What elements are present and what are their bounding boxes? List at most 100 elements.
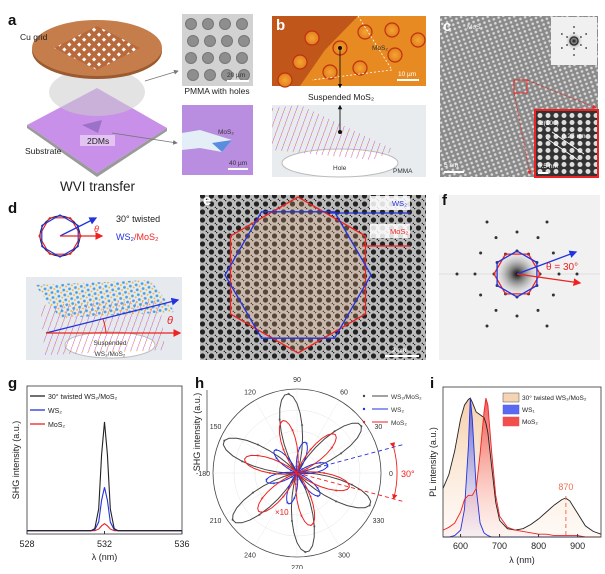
polar-data-point-1: [290, 475, 293, 478]
pmma-hole: [236, 18, 248, 30]
pmma-hole: [219, 18, 231, 30]
polar-data-point-1: [286, 501, 289, 504]
polar-data-point-2: [268, 471, 271, 475]
polar-data-point-0: [240, 460, 244, 463]
ws2-hexagon-d: [41, 214, 79, 258]
suspended-label-d: Suspended: [94, 340, 127, 347]
fft-inset-spot: [585, 33, 588, 35]
suspended-hole: [292, 54, 308, 70]
ws2-label-e: WS₂: [392, 199, 407, 208]
fft-spot: [575, 272, 579, 276]
x-tick-label: 800: [531, 541, 546, 551]
angle-tick-label: 240: [244, 552, 256, 559]
polar-data-point-1: [275, 457, 278, 460]
fft-spot: [536, 308, 540, 312]
pmma-hole: [185, 18, 197, 30]
cu-grid-mesh: [54, 26, 140, 70]
polar-data-point-0: [304, 551, 307, 554]
polar-data-point-1: [301, 468, 304, 471]
ws2-axis-arrow: [59, 217, 98, 237]
fft-spot: [485, 324, 489, 328]
legend-label-0: WS₂/MoS₂: [391, 394, 422, 401]
mos2-label-a: MoS₂: [218, 129, 234, 136]
suspended-hole: [387, 47, 403, 63]
polar-data-point-1: [326, 465, 329, 468]
peak-label-870: 870: [558, 482, 573, 492]
polar-data-point-2: [331, 432, 334, 435]
fft-inset-spot: [573, 54, 575, 56]
polar-data-point-2: [335, 489, 338, 492]
panel-label-a: a: [8, 12, 17, 29]
polar-data-point-2: [323, 471, 326, 475]
polar-data-point-0: [334, 500, 338, 503]
panel-a: a Cu grid Substrate 2DMs WVI transfer 20…: [8, 12, 253, 194]
mos2-scale-bar-a: 40 µm: [229, 160, 247, 167]
theta-30-label: θ = 30°: [546, 262, 578, 273]
legend-label-1: WS₂: [391, 407, 404, 414]
fft-inset-spot: [566, 44, 568, 46]
polar-data-point-0: [223, 439, 226, 442]
polar-data-point-2: [294, 483, 297, 486]
suspended-ws2-mos2-label: WS₂/MoS₂: [95, 351, 126, 358]
polar-data-point-1: [296, 478, 299, 481]
polar-data-point-0: [360, 425, 363, 428]
pmma-hole: [219, 52, 231, 64]
polar-data-point-1: [319, 461, 322, 464]
mos2-hexagon-e: [229, 196, 367, 354]
polar-data-point-2: [309, 495, 312, 498]
polar-data-point-0: [313, 525, 316, 528]
polar-data-point-2: [282, 495, 285, 498]
ws2-hexagon-f: [496, 250, 538, 298]
fft-spot: [494, 236, 498, 240]
ws2-label-d: WS₂: [116, 232, 134, 242]
mos2-axis-dashed: [296, 472, 406, 503]
panel-label-g: g: [8, 375, 17, 392]
polar-data-point-0: [300, 423, 304, 427]
fft-spot: [545, 324, 549, 328]
legend-marker-1: [362, 407, 366, 411]
panel-label-e: e: [203, 192, 211, 209]
polar-data-point-1: [298, 446, 301, 449]
legend-label-2: MoS₂: [522, 419, 538, 426]
zoom-region-marker: [513, 79, 528, 94]
suspended-hole: [352, 60, 368, 76]
fft-spot: [473, 272, 477, 276]
x-axis-label: λ (nm): [92, 552, 118, 562]
suspended-mos2-schematic: Hole PMMA: [272, 104, 426, 178]
pmma-film: [49, 68, 145, 116]
polar-data-point-2: [286, 465, 290, 468]
fft-spot: [455, 272, 459, 276]
polar-data-point-1: [316, 495, 319, 498]
polar-data-point-0: [368, 504, 371, 507]
series-line-1: [27, 487, 182, 532]
fft-inset-spot: [573, 26, 575, 28]
suspended-hole: [304, 30, 320, 46]
legend-swatch-2: [502, 416, 520, 427]
2dm-flake: [82, 120, 102, 133]
fft-inset-spot: [560, 47, 563, 49]
suspended-hole: [357, 24, 373, 40]
fft-spot: [557, 272, 561, 276]
x-tick-label: 700: [492, 541, 507, 551]
panel-label-f: f: [442, 192, 448, 209]
legend-swatch-1: [502, 404, 520, 415]
pmma-hole: [238, 35, 250, 47]
panel-label-d: d: [8, 200, 17, 217]
twisted-label: 30° twisted: [116, 214, 160, 224]
polar-data-point-0: [258, 513, 261, 516]
mos2-direction-arrow: [516, 273, 582, 286]
polar-data-point-2: [312, 522, 315, 525]
scale-bar-b: 10 µm: [398, 71, 416, 78]
chart-i-pl-spectra: 600 700 800 900 λ (nm) PL intensity (a.u.) 870…: [428, 386, 602, 565]
d100-label: d(100): [540, 120, 559, 127]
polar-data-point-2: [244, 460, 247, 464]
lattice-spacing: 0.27 nm: [562, 133, 586, 140]
y-axis-label: SHG intensity (a.u.): [192, 393, 202, 472]
fft-inset-spot: [573, 32, 575, 34]
fft-spot: [545, 220, 549, 224]
polar-data-point-2: [347, 482, 350, 486]
mos2-label-b: MoS₂: [372, 45, 388, 52]
series-line-2: [27, 522, 182, 532]
fft-inset: [551, 17, 597, 65]
